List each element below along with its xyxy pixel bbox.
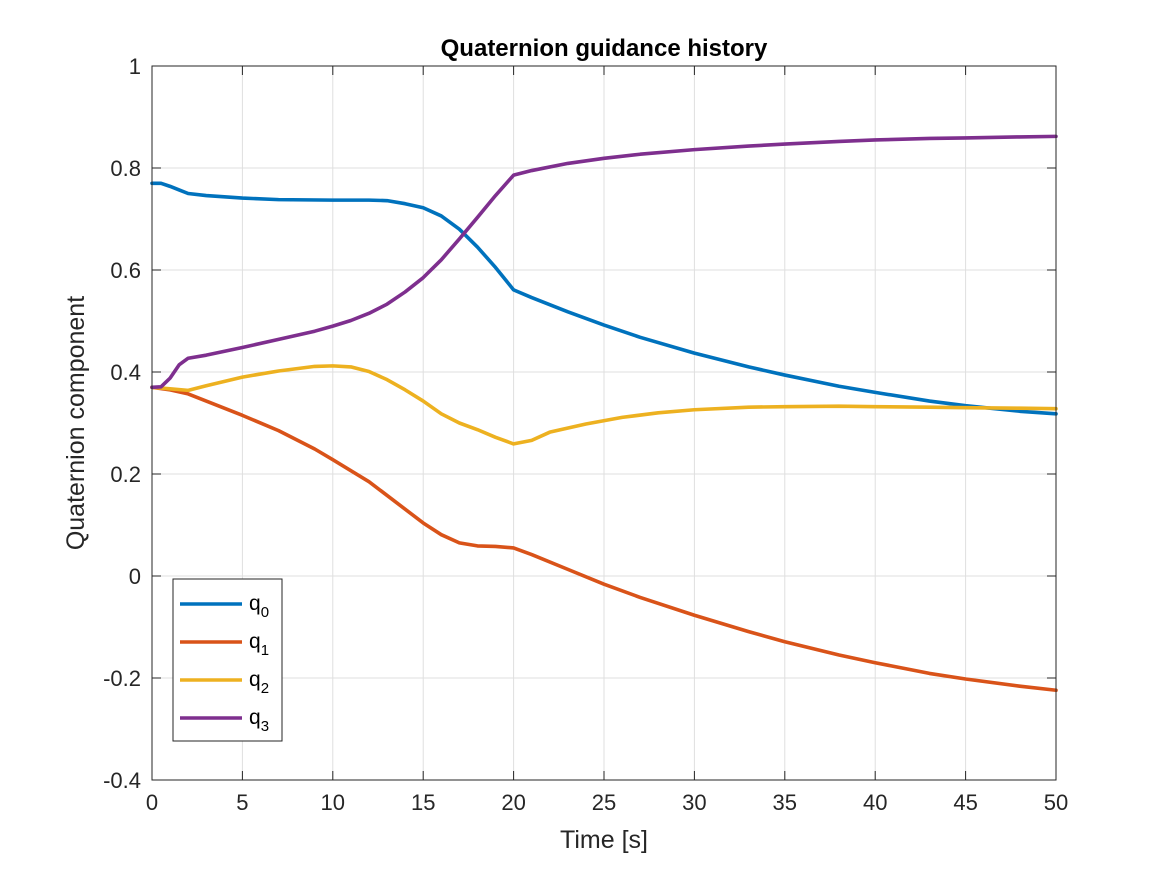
x-axis-label: Time [s] [560,826,648,854]
y-tick-label: 1 [129,54,141,79]
legend: q0 q1 q2 q3 [172,578,283,742]
y-tick-label: 0.6 [110,258,141,283]
y-tick-label: 0 [129,564,141,589]
x-tick-label: 45 [953,790,977,815]
ticks [151,65,1057,781]
tick-labels: 0 5 10 15 20 25 30 35 40 45 50 -0.4 -0.2 0 0.2 0.4 0.6 0.… [103,54,1068,815]
series-lines [150,134,1058,693]
legend-box [172,578,283,742]
chart-title: Quaternion guidance history [441,35,768,62]
y-tick-label: 0.2 [110,462,141,487]
y-tick-label: -0.4 [103,768,141,793]
series-line-q1 [150,385,1058,693]
x-tick-label: 5 [236,790,248,815]
x-tick-label: 15 [411,790,435,815]
x-tick-label: 35 [773,790,797,815]
x-tick-label: 50 [1044,790,1068,815]
legend-entry-q3: q3 [249,706,269,735]
x-tick-label: 25 [592,790,616,815]
x-tick-label: 0 [146,790,158,815]
series-line-q2 [150,364,1058,446]
legend-entry-q2: q2 [249,668,269,697]
x-tick-label: 30 [682,790,706,815]
legend-entry-q0: q0 [249,592,269,621]
series-line-q0 [150,181,1058,416]
legend-entry-q1: q1 [249,630,269,659]
series-line-q3 [150,134,1058,390]
x-tick-label: 20 [501,790,525,815]
y-tick-label: 0.4 [110,360,141,385]
y-tick-label: 0.8 [110,156,141,181]
x-tick-label: 40 [863,790,887,815]
x-tick-label: 10 [321,790,345,815]
y-tick-label: -0.2 [103,666,141,691]
y-axis-label: Quaternion component [62,296,90,550]
